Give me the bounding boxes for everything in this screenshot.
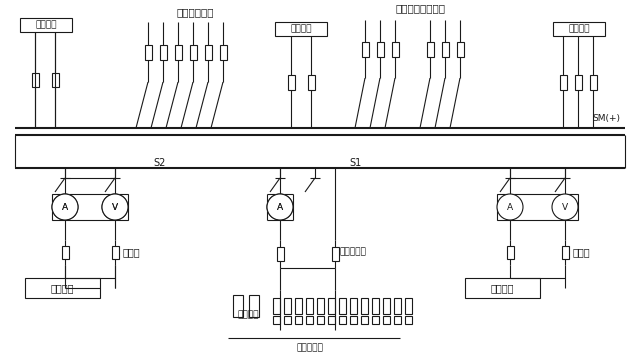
- Text: 动力直流馈线: 动力直流馈线: [176, 7, 214, 17]
- Bar: [394, 298, 401, 314]
- Bar: [284, 316, 291, 324]
- Bar: [52, 194, 128, 220]
- Bar: [372, 316, 379, 324]
- Text: 放电分接头: 放电分接头: [340, 247, 367, 257]
- Bar: [295, 316, 302, 324]
- Bar: [376, 42, 383, 57]
- Bar: [317, 298, 324, 314]
- Text: 浮充电: 浮充电: [573, 247, 591, 257]
- Bar: [25, 278, 100, 298]
- Circle shape: [52, 194, 78, 220]
- Bar: [51, 73, 58, 87]
- Bar: [442, 42, 449, 57]
- Bar: [205, 44, 211, 59]
- Bar: [383, 316, 390, 324]
- Bar: [497, 194, 578, 220]
- Circle shape: [267, 194, 293, 220]
- Bar: [31, 73, 38, 87]
- Text: 主充电: 主充电: [123, 247, 141, 257]
- Bar: [249, 295, 259, 317]
- Bar: [287, 75, 294, 89]
- Bar: [350, 316, 357, 324]
- Bar: [145, 44, 152, 59]
- Bar: [159, 44, 166, 59]
- Bar: [361, 316, 368, 324]
- Bar: [61, 246, 68, 259]
- Bar: [233, 295, 243, 317]
- Bar: [350, 298, 357, 314]
- Bar: [405, 298, 412, 314]
- Bar: [306, 298, 313, 314]
- Circle shape: [267, 194, 293, 220]
- Bar: [306, 316, 313, 324]
- Text: V: V: [112, 202, 118, 212]
- Circle shape: [497, 194, 523, 220]
- Text: A: A: [62, 202, 68, 212]
- Bar: [20, 18, 72, 32]
- Text: 操作信号直流馈线: 操作信号直流馈线: [395, 3, 445, 13]
- Text: S2: S2: [154, 158, 166, 168]
- Text: A: A: [62, 202, 68, 212]
- Bar: [339, 316, 346, 324]
- Bar: [561, 246, 568, 259]
- Text: 电压监察: 电压监察: [35, 20, 57, 30]
- Bar: [589, 75, 596, 89]
- Bar: [426, 42, 433, 57]
- Bar: [328, 298, 335, 314]
- Bar: [284, 298, 291, 314]
- Text: SM(+): SM(+): [592, 114, 620, 124]
- Text: V: V: [112, 202, 118, 212]
- Bar: [559, 75, 566, 89]
- Bar: [465, 278, 540, 298]
- Bar: [175, 44, 182, 59]
- Bar: [189, 44, 196, 59]
- Text: 绝缘监察: 绝缘监察: [291, 25, 312, 33]
- Bar: [392, 42, 399, 57]
- Bar: [317, 316, 324, 324]
- Text: A: A: [277, 202, 283, 212]
- Bar: [307, 75, 314, 89]
- Bar: [276, 247, 284, 261]
- Circle shape: [52, 194, 78, 220]
- Circle shape: [102, 194, 128, 220]
- Bar: [361, 298, 368, 314]
- Bar: [332, 247, 339, 261]
- Bar: [328, 316, 335, 324]
- Bar: [456, 42, 463, 57]
- Bar: [362, 42, 369, 57]
- Bar: [111, 246, 118, 259]
- Bar: [383, 298, 390, 314]
- Circle shape: [102, 194, 128, 220]
- Text: A: A: [507, 202, 513, 212]
- Text: 闪光装置: 闪光装置: [568, 25, 589, 33]
- Bar: [339, 298, 346, 314]
- Text: A: A: [277, 202, 283, 212]
- Bar: [220, 44, 227, 59]
- Text: S1: S1: [349, 158, 361, 168]
- Text: 硬整流器: 硬整流器: [491, 283, 515, 293]
- Bar: [273, 298, 280, 314]
- Bar: [394, 316, 401, 324]
- Bar: [575, 75, 582, 89]
- Text: V: V: [562, 202, 568, 212]
- Text: 硬整流器: 硬整流器: [51, 283, 74, 293]
- Bar: [405, 316, 412, 324]
- Bar: [372, 298, 379, 314]
- Text: 蓄电池组: 蓄电池组: [238, 310, 259, 320]
- Bar: [553, 22, 605, 36]
- Circle shape: [552, 194, 578, 220]
- Text: 充电分接头: 充电分接头: [296, 344, 323, 352]
- Bar: [506, 246, 513, 259]
- Bar: [295, 298, 302, 314]
- Bar: [273, 316, 280, 324]
- Bar: [275, 22, 327, 36]
